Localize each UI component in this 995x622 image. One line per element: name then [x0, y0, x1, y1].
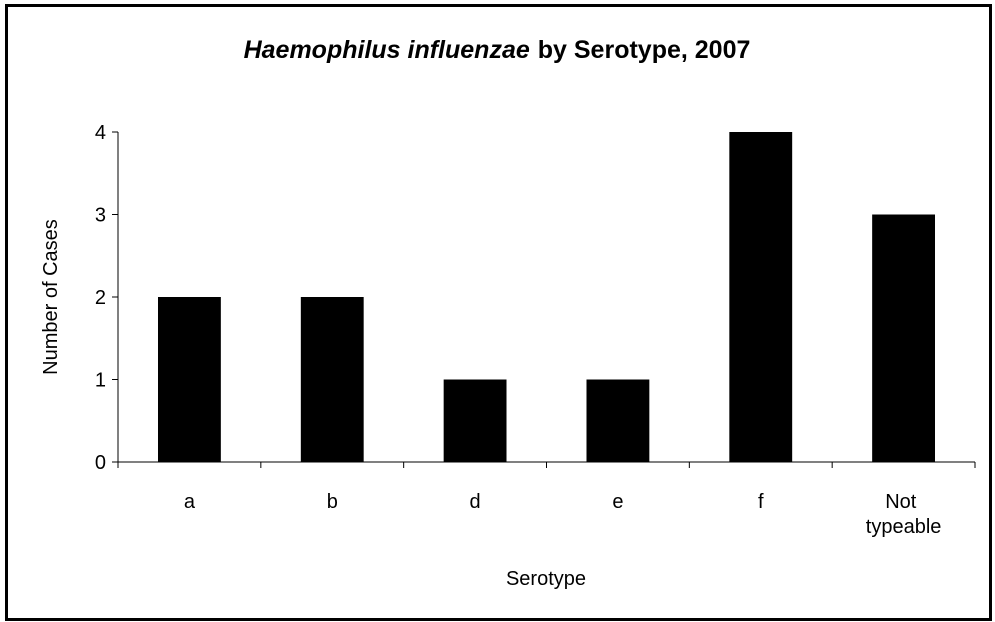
chart-title-italic: Haemophilus influenzae	[244, 36, 530, 64]
bar	[443, 379, 507, 462]
y-tick-label: 0	[95, 452, 106, 474]
chart-title: Haemophilus influenzae by Serotype, 2007	[244, 36, 751, 64]
y-tick-label: 1	[95, 370, 106, 392]
y-tick-label: 4	[95, 122, 106, 144]
x-tick-label: b	[327, 491, 338, 513]
x-tick-label: Not typeable	[866, 491, 942, 538]
x-tick-label: e	[612, 491, 623, 513]
chart-title-rest: by Serotype, 2007	[538, 36, 751, 64]
x-tick-label: a	[184, 491, 196, 513]
y-tick-label: 2	[95, 287, 106, 309]
y-tick-label: 3	[95, 205, 106, 227]
x-tick-label: f	[758, 491, 764, 513]
bar	[872, 214, 936, 462]
chart-border	[5, 4, 992, 621]
x-tick-label: d	[470, 491, 481, 513]
bar	[300, 297, 364, 462]
y-axis-label: Number of Cases	[40, 219, 62, 375]
bar	[157, 297, 221, 462]
bar	[586, 379, 650, 462]
x-axis-label: Serotype	[506, 568, 586, 590]
bar	[729, 132, 793, 462]
